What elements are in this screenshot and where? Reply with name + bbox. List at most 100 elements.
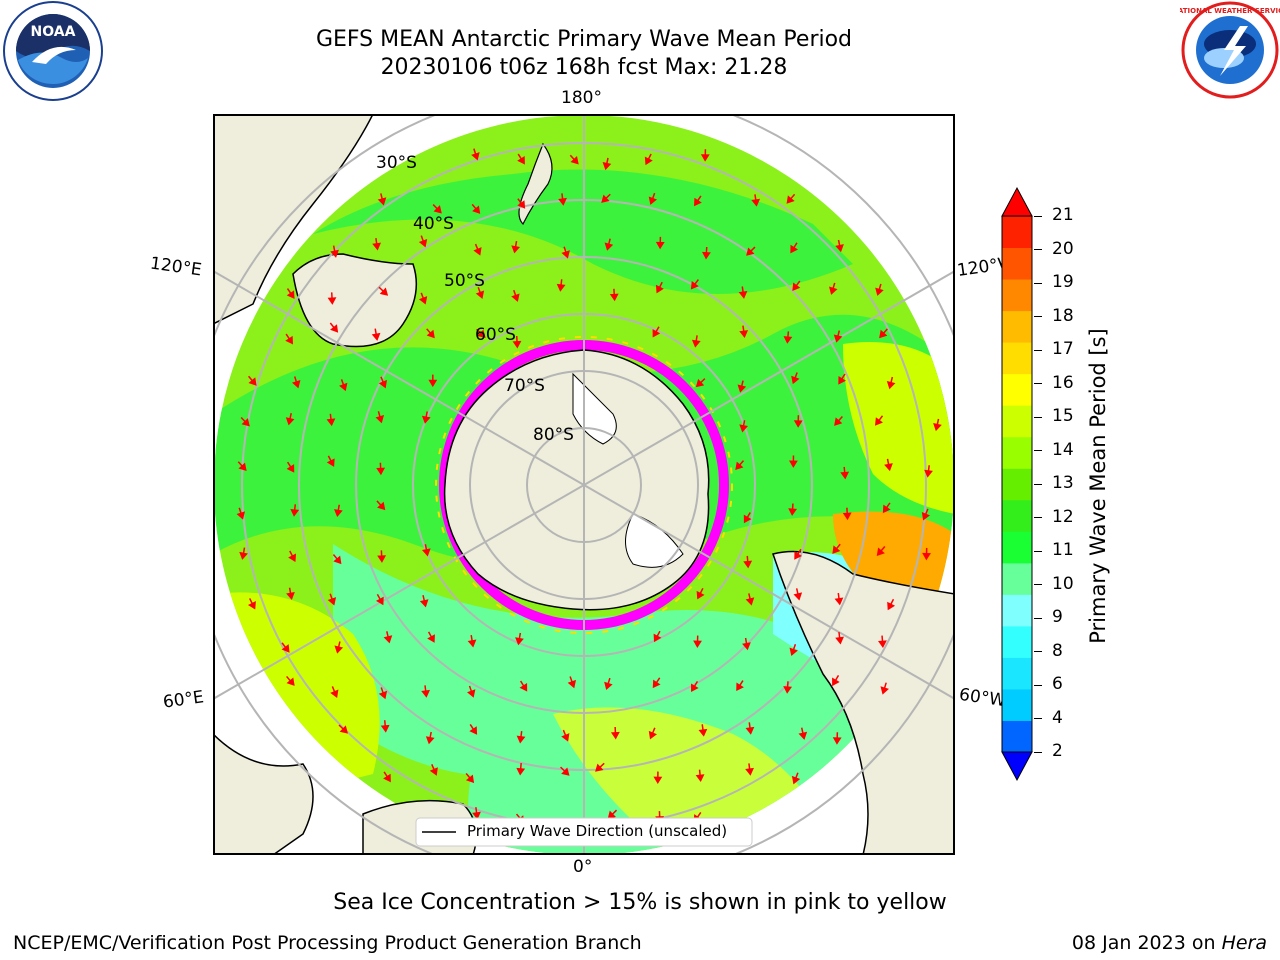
wave-arrow-head xyxy=(838,375,846,385)
wave-arrow-head xyxy=(477,329,486,338)
wave-arrow-head xyxy=(380,724,390,733)
wave-arrow-head xyxy=(285,335,293,345)
wave-arrow-head xyxy=(515,637,524,646)
wave-arrow-head xyxy=(561,767,570,776)
colorbar xyxy=(1000,186,1034,782)
colorbar-tick-mark xyxy=(1034,550,1042,552)
wave-arrow-head xyxy=(648,196,658,205)
wave-arrow-head xyxy=(377,197,387,206)
colorbar-tick-mark xyxy=(1034,282,1042,284)
wave-arrow-head xyxy=(834,417,843,426)
wave-arrow-head xyxy=(736,682,744,692)
colorbar-segment xyxy=(1002,216,1032,249)
wave-arrow-head xyxy=(739,424,748,433)
colorbar-tick-label: 6 xyxy=(1052,674,1063,694)
wave-arrow-head xyxy=(238,462,247,472)
wave-arrow-head xyxy=(786,195,795,204)
title-line-1: GEFS MEAN Antarctic Primary Wave Mean Pe… xyxy=(315,27,853,52)
colorbar-segment xyxy=(1002,373,1032,406)
colorbar-segment xyxy=(1002,594,1032,627)
colorbar-tick-mark xyxy=(1034,215,1042,217)
wave-arrow-head xyxy=(798,731,808,740)
wave-arrow-head xyxy=(835,636,844,645)
svg-text:NOAA: NOAA xyxy=(31,24,76,40)
colorbar-segment xyxy=(1002,562,1032,595)
wave-arrow-head xyxy=(788,460,798,468)
wave-arrow-head xyxy=(377,501,386,511)
wave-arrow-head xyxy=(832,737,842,745)
wave-arrow-head xyxy=(835,244,844,253)
wave-arrow-head xyxy=(652,328,661,338)
wave-arrow-head xyxy=(426,329,435,339)
lat-label-30s: 30°S xyxy=(376,153,417,173)
wave-arrow-head xyxy=(695,378,705,388)
wave-arrow-head xyxy=(791,375,800,385)
wave-arrow-head xyxy=(875,287,884,296)
wave-arrow-head xyxy=(378,690,388,700)
wave-arrow-head xyxy=(789,647,798,656)
wave-arrow-head xyxy=(924,469,933,478)
wave-arrow-head xyxy=(743,560,753,569)
wave-arrow-head xyxy=(738,290,748,299)
wave-arrow-head xyxy=(339,725,348,734)
wave-arrow-head xyxy=(465,774,475,784)
colorbar-tick-mark xyxy=(1034,718,1042,719)
wave-arrow-head xyxy=(467,639,477,648)
wave-arrow-head xyxy=(739,330,749,338)
wave-arrow-head xyxy=(840,471,850,480)
wave-arrow-head xyxy=(790,244,799,254)
colorbar-segment xyxy=(1002,436,1032,469)
footer-right: 08 Jan 2023 on Hera xyxy=(1072,932,1267,954)
wave-arrow-head xyxy=(516,767,526,776)
wave-arrow-head xyxy=(602,162,612,171)
wave-arrow-head xyxy=(793,420,803,428)
wave-arrow-head xyxy=(327,597,337,606)
colorbar-tick-mark xyxy=(1034,584,1042,585)
legend-label: Primary Wave Direction (unscaled) xyxy=(467,822,728,840)
wave-arrow-head xyxy=(376,467,386,476)
wave-arrow-head xyxy=(653,633,662,643)
wave-arrow-head xyxy=(693,640,702,649)
wave-arrow-head xyxy=(471,152,480,161)
wave-arrow-head xyxy=(286,677,295,686)
colorbar-segment xyxy=(1002,247,1032,280)
wave-arrow-head xyxy=(428,379,438,388)
lon-label-180: 180° xyxy=(561,88,602,108)
colorbar-tick-label: 20 xyxy=(1052,238,1074,259)
colorbar-segment xyxy=(1002,720,1032,753)
wave-arrow-head xyxy=(691,339,701,348)
lat-label-60s: 60°S xyxy=(475,325,516,345)
polar-map xyxy=(213,114,955,855)
wave-arrow-head xyxy=(467,689,476,698)
wave-arrow-head xyxy=(609,293,619,302)
wave-arrow-head xyxy=(788,508,798,516)
wave-arrow-head xyxy=(702,251,711,260)
colorbar-tick-mark xyxy=(1034,450,1042,451)
wave-arrow-head xyxy=(783,336,793,344)
colorbar-over-triangle xyxy=(1001,186,1033,217)
wave-arrow-head xyxy=(783,686,793,694)
wave-arrow-head xyxy=(644,156,653,166)
colorbar-segment xyxy=(1002,342,1032,375)
wave-arrow-head xyxy=(383,635,393,644)
colorbar-segment xyxy=(1002,499,1032,532)
wave-arrow-head xyxy=(372,242,381,251)
colorbar-tick-label: 21 xyxy=(1052,205,1074,225)
wave-arrow-head xyxy=(285,417,295,426)
wave-arrow-head xyxy=(745,767,754,776)
wave-arrow-head xyxy=(327,297,337,305)
wave-arrow-head xyxy=(743,514,752,524)
colorbar-frame xyxy=(1001,215,1033,753)
wave-arrow-head xyxy=(876,547,885,556)
wave-arrow-head xyxy=(326,418,336,427)
wave-arrow-head xyxy=(691,683,699,693)
colorbar-tick-label: 4 xyxy=(1052,707,1063,728)
wave-arrow-head xyxy=(833,334,843,343)
wave-arrow-head xyxy=(241,418,250,427)
wave-arrow-head xyxy=(517,200,526,209)
map-legend xyxy=(415,817,753,847)
colorbar-segment xyxy=(1002,310,1032,343)
wave-arrow-head xyxy=(570,156,579,165)
wave-arrow-head xyxy=(236,511,245,520)
colorbar-tick-label: 10 xyxy=(1052,573,1074,594)
